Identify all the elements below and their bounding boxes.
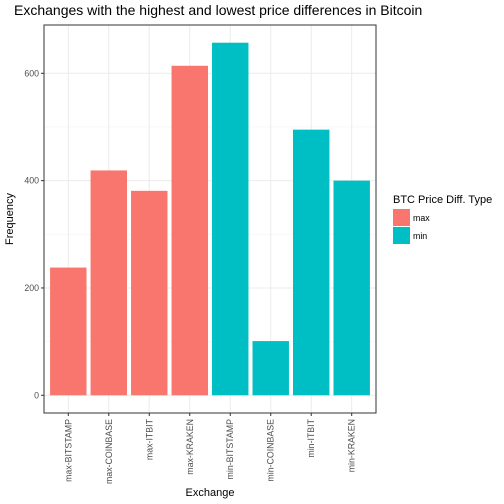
bar-min-kraken (333, 181, 369, 396)
y-tick-label: 200 (24, 283, 39, 293)
chart-title: Exchanges with the highest and lowest pr… (14, 2, 422, 18)
x-tick-label: max-COINBASE (104, 419, 114, 484)
x-tick-label: min-COINBASE (266, 419, 276, 482)
bar-min-coinbase (253, 341, 289, 395)
x-tick-label: min-KRAKEN (347, 419, 357, 472)
y-tick-label: 0 (34, 390, 39, 400)
legend-key-min (393, 227, 410, 244)
bar-max-bitstamp (50, 268, 86, 396)
y-tick-label: 600 (24, 68, 39, 78)
legend-key-max (393, 209, 410, 226)
legend-label-min: min (413, 231, 427, 241)
bar-max-itbit (131, 191, 167, 395)
y-tick-label: 400 (24, 176, 39, 186)
x-tick-label: min-ITBIT (306, 418, 316, 457)
x-tick-label: max-KRAKEN (185, 419, 195, 475)
bar-min-bitstamp (212, 43, 248, 396)
x-axis-title: Exchange (186, 487, 235, 499)
x-tick-label: max-ITBIT (144, 418, 154, 460)
legend-label-max: max (413, 213, 430, 223)
legend-title: BTC Price Diff. Type (393, 194, 492, 206)
bar-max-kraken (172, 66, 208, 396)
legend: BTC Price Diff. Type max min (393, 194, 492, 244)
bar-max-coinbase (91, 170, 127, 395)
bar-min-itbit (293, 130, 329, 396)
y-axis-title: Frequency (4, 193, 16, 245)
x-tick-label: max-BITSTAMP (63, 419, 73, 482)
x-tick-label: min-BITSTAMP (225, 419, 235, 480)
